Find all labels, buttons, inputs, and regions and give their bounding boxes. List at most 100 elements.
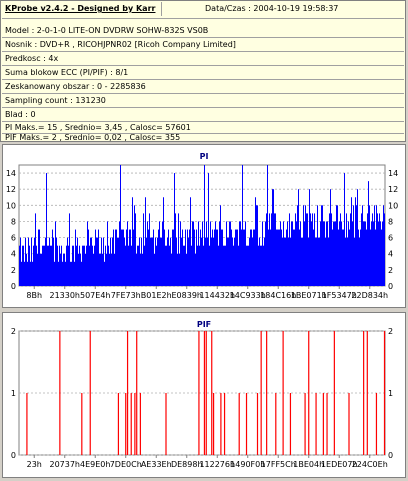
pi-bar (245, 221, 246, 286)
pif-bar (238, 393, 240, 455)
pi-bar (51, 245, 52, 286)
pif-bar (308, 331, 310, 455)
pi-ytick-right: 6 (388, 234, 393, 243)
pif-xtick-label: 1490F0h (230, 460, 265, 469)
pi-bar (266, 213, 267, 286)
pi-bar (242, 165, 243, 286)
pi-bar (200, 229, 201, 286)
pi-bar (151, 237, 152, 286)
pi-bar (292, 221, 293, 286)
divider (2, 107, 404, 108)
pi-bar (341, 221, 342, 286)
pi-bar (325, 237, 326, 286)
pi-bar (224, 245, 225, 286)
pi-bar (55, 221, 56, 286)
pi-bar (362, 205, 363, 286)
pi-bar (112, 237, 113, 286)
pi-bar (69, 213, 70, 286)
pi-bar (323, 221, 324, 286)
pi-bar (104, 261, 105, 286)
pi-bar (29, 245, 30, 286)
pi-bar (303, 205, 304, 286)
pi-bar (290, 237, 291, 286)
pi-bar (289, 213, 290, 286)
pi-bar (213, 237, 214, 286)
pi-bar (263, 245, 264, 286)
pi-bar (191, 245, 192, 286)
pi-bar (199, 245, 200, 286)
pi-bar (346, 213, 347, 286)
pi-ytick-right: 10 (388, 201, 398, 210)
pi-bar (316, 237, 317, 286)
pi-ytick-right: 2 (388, 266, 393, 275)
pi-bar (207, 237, 208, 286)
pi-bar (178, 213, 179, 286)
pi-bar (265, 221, 266, 286)
info-line-area: Zeskanowany obszar : 0 - 2285836 (5, 82, 146, 91)
pi-bar (91, 237, 92, 286)
pi-bar (336, 205, 337, 286)
pi-bar (377, 213, 378, 286)
pi-bar (122, 229, 123, 286)
pi-bar (205, 237, 206, 286)
pi-bar (286, 229, 287, 286)
pi-bar (243, 229, 244, 286)
pi-bar (366, 229, 367, 286)
pi-bar (185, 229, 186, 286)
pi-bar (337, 205, 338, 286)
pi-bar (75, 229, 76, 286)
pi-bar (295, 213, 296, 286)
pi-xtick-label: 14C933h (230, 291, 266, 300)
pi-ytick-left: 0 (11, 282, 16, 291)
pi-bar (133, 229, 134, 286)
pi-bar (254, 229, 255, 286)
pi-bar (123, 229, 124, 286)
pif-xtick-label: 1EDE07h (321, 460, 358, 469)
pi-bar (223, 245, 224, 286)
pi-bar (195, 253, 196, 286)
pi-bar (329, 213, 330, 286)
pi-bar (258, 245, 259, 286)
pi-bar (183, 245, 184, 286)
pi-bar (350, 213, 351, 286)
pi-bar (291, 221, 292, 286)
pi-ytick-right: 4 (388, 250, 393, 259)
pi-bar (370, 229, 371, 286)
pi-bar (43, 245, 44, 286)
pi-bar (110, 237, 111, 286)
pi-bar (19, 245, 20, 286)
pif-bar (212, 393, 215, 455)
pi-bar (239, 221, 240, 286)
pi-xtick-label: 22D834h (351, 291, 388, 300)
pi-bar (166, 245, 167, 286)
pif-bar (117, 393, 120, 455)
pi-bar (272, 189, 273, 286)
pi-bar (86, 245, 87, 286)
pi-bar (27, 261, 28, 286)
pi-bar (301, 237, 302, 286)
pi-bar (90, 237, 91, 286)
info-panel: KProbe v2.4.2 - Designed by Karr Data/Cz… (0, 0, 406, 142)
pi-bar (232, 237, 233, 286)
pi-bar (37, 253, 38, 286)
pi-bar (148, 229, 149, 286)
pi-ytick-left: 6 (11, 234, 16, 243)
pif-xtick-label: DE898h (171, 460, 203, 469)
pif-bar (266, 331, 268, 455)
info-line-error: Blad : 0 (5, 110, 36, 119)
pif-bar (220, 393, 222, 455)
divider (2, 37, 404, 38)
pi-bar (236, 229, 237, 286)
pi-bar (56, 237, 57, 286)
pi-bar (124, 237, 125, 286)
pi-bar (105, 245, 106, 286)
pi-bar (269, 213, 270, 286)
pi-bar (354, 237, 355, 286)
pi-ytick-left: 14 (6, 169, 16, 178)
pi-bar (228, 237, 229, 286)
pi-bar (139, 237, 140, 286)
pi-bar (355, 197, 356, 286)
pi-bar (193, 221, 194, 286)
pi-bar (52, 229, 53, 286)
pi-xtick-label: 7FE73h (111, 291, 141, 300)
